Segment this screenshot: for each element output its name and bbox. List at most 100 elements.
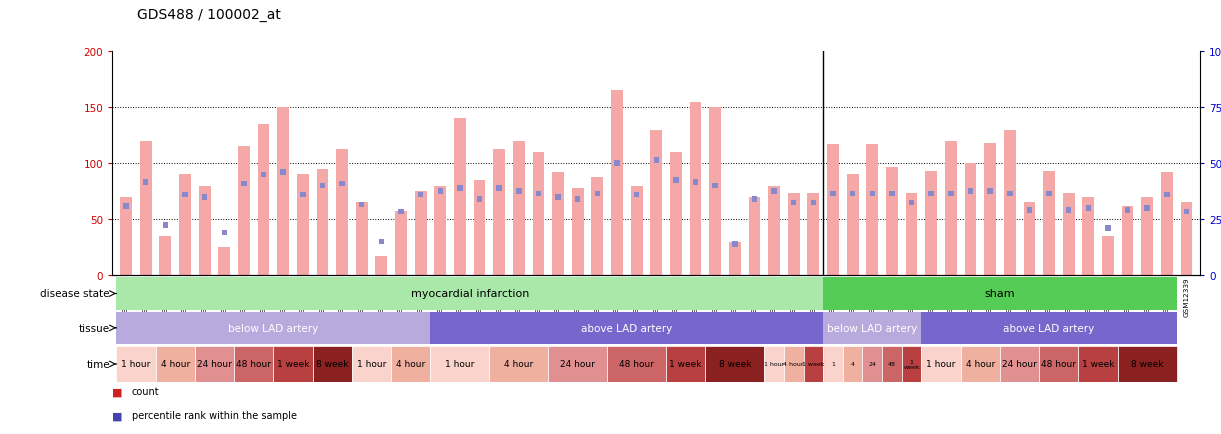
Bar xyxy=(823,312,922,344)
Bar xyxy=(1161,173,1172,276)
Bar xyxy=(1066,208,1071,214)
Bar xyxy=(1144,206,1150,211)
Bar xyxy=(968,189,973,194)
Text: 1 hour: 1 hour xyxy=(764,362,784,367)
Text: 1 hour: 1 hour xyxy=(357,360,386,368)
Bar xyxy=(842,346,862,382)
Bar xyxy=(965,164,977,276)
Bar xyxy=(869,191,875,197)
Text: 8 week: 8 week xyxy=(316,360,348,368)
Bar xyxy=(752,197,757,202)
Bar xyxy=(234,346,274,382)
Bar xyxy=(945,141,957,276)
Text: 8 week: 8 week xyxy=(1131,360,1164,368)
Bar xyxy=(922,346,961,382)
Text: 1 week: 1 week xyxy=(802,362,824,367)
Bar xyxy=(612,91,623,276)
Bar xyxy=(359,202,365,208)
Bar xyxy=(493,149,505,276)
Bar xyxy=(1007,191,1012,197)
Bar xyxy=(850,191,856,197)
Bar xyxy=(614,161,620,167)
Bar xyxy=(1181,203,1193,276)
Bar xyxy=(552,173,564,276)
Bar xyxy=(1125,208,1131,214)
Bar xyxy=(830,191,835,197)
Bar xyxy=(733,241,737,247)
Text: 1 week: 1 week xyxy=(669,360,702,368)
Bar xyxy=(201,194,208,200)
Bar xyxy=(988,189,993,194)
Text: above LAD artery: above LAD artery xyxy=(1004,323,1095,333)
Bar xyxy=(653,158,659,163)
Bar xyxy=(396,212,407,276)
Text: below LAD artery: below LAD artery xyxy=(228,323,319,333)
Bar xyxy=(1046,191,1051,197)
Bar xyxy=(238,147,250,276)
Text: time: time xyxy=(87,359,110,369)
Bar xyxy=(575,197,580,202)
Bar xyxy=(961,346,1000,382)
Bar xyxy=(277,108,289,276)
Text: 48: 48 xyxy=(888,362,896,367)
Bar xyxy=(352,346,391,382)
Bar xyxy=(1043,172,1055,276)
Bar xyxy=(1027,208,1032,214)
Bar xyxy=(670,153,681,276)
Bar xyxy=(431,346,490,382)
Bar xyxy=(242,181,247,187)
Bar xyxy=(667,346,706,382)
Text: 4: 4 xyxy=(851,362,855,367)
Bar xyxy=(516,189,521,194)
Bar xyxy=(548,346,607,382)
Text: 1
week: 1 week xyxy=(904,359,919,369)
Bar xyxy=(886,167,897,276)
Bar xyxy=(922,312,1177,344)
Bar xyxy=(823,278,1177,310)
Text: 4 hour: 4 hour xyxy=(396,360,425,368)
Text: 4 hour: 4 hour xyxy=(504,360,534,368)
Bar xyxy=(398,209,404,215)
Bar xyxy=(807,194,819,276)
Bar xyxy=(497,186,502,191)
Bar xyxy=(1164,192,1170,198)
Bar xyxy=(199,186,210,276)
Bar xyxy=(803,346,823,382)
Bar xyxy=(1117,346,1177,382)
Text: 1 hour: 1 hour xyxy=(446,360,475,368)
Bar xyxy=(788,194,800,276)
Text: tissue: tissue xyxy=(79,323,110,333)
Bar xyxy=(889,191,895,197)
Bar xyxy=(1085,206,1092,211)
Text: 1: 1 xyxy=(832,362,835,367)
Bar xyxy=(827,145,839,276)
Bar xyxy=(116,278,823,310)
Bar xyxy=(513,141,525,276)
Bar xyxy=(415,192,426,276)
Text: 4 hour: 4 hour xyxy=(160,360,189,368)
Bar xyxy=(1000,346,1039,382)
Bar xyxy=(379,239,385,245)
Bar xyxy=(784,346,803,382)
Text: 1 hour: 1 hour xyxy=(927,360,956,368)
Bar xyxy=(706,346,764,382)
Text: 1 week: 1 week xyxy=(1082,360,1115,368)
Bar xyxy=(261,172,266,178)
Bar xyxy=(1122,206,1133,276)
Bar xyxy=(634,192,640,198)
Bar xyxy=(595,191,601,197)
Bar xyxy=(729,242,741,276)
Bar xyxy=(274,346,313,382)
Text: 48 hour: 48 hour xyxy=(1042,360,1077,368)
Bar xyxy=(162,223,168,228)
Bar xyxy=(490,346,548,382)
Text: 8 week: 8 week xyxy=(719,360,751,368)
Bar xyxy=(160,237,171,276)
Bar xyxy=(219,248,230,276)
Bar xyxy=(418,192,424,198)
Bar xyxy=(140,141,151,276)
Text: count: count xyxy=(132,387,160,396)
Bar xyxy=(862,346,882,382)
Bar xyxy=(768,186,780,276)
Text: 1 hour: 1 hour xyxy=(121,360,150,368)
